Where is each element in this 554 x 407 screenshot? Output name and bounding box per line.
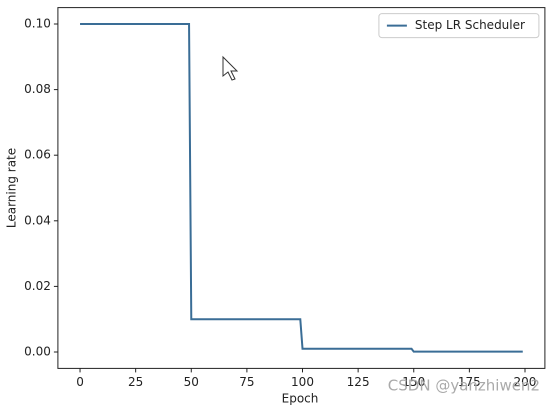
data-line (80, 23, 523, 353)
watermark: CSDN @yanzhiwen2 (388, 377, 540, 395)
x-tick-label: 100 (291, 375, 314, 389)
y-tick-label: 0.02 (24, 279, 51, 293)
y-tick-label: 0.08 (24, 82, 51, 96)
y-tick-label: 0.10 (24, 17, 51, 31)
x-tick-label: 25 (128, 375, 143, 389)
x-tick-label: 150 (402, 375, 425, 389)
cursor (222, 55, 239, 81)
x-tick-label: 125 (347, 375, 370, 389)
x-tick-label: 75 (239, 375, 254, 389)
x-tick-label: 0 (76, 375, 84, 389)
y-tick-label: 0.06 (24, 148, 51, 162)
y-axis-label: Learning rate (5, 148, 19, 228)
x-tick-label: 50 (184, 375, 199, 389)
x-tick-label: 175 (458, 375, 481, 389)
x-axis-label: Epoch (282, 392, 319, 406)
plot-frame (57, 7, 546, 369)
y-tick-label: 0.00 (24, 345, 51, 359)
y-tick-label: 0.04 (24, 213, 51, 227)
legend-box (378, 13, 540, 39)
x-tick-label: 200 (514, 375, 537, 389)
legend-label: Step LR Scheduler (415, 18, 525, 32)
